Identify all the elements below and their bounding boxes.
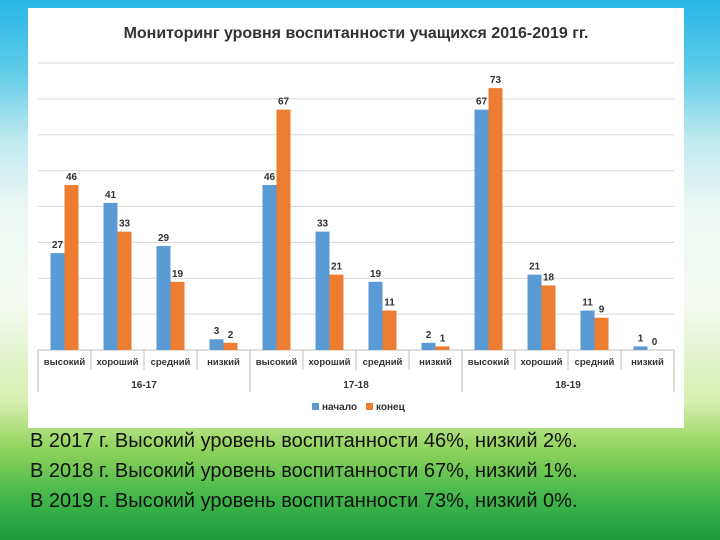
data-label: 3 — [214, 326, 220, 337]
category-label: средний — [151, 357, 191, 368]
legend-swatch-конец — [366, 403, 373, 410]
data-label: 2 — [426, 330, 432, 341]
bar-начало — [633, 346, 648, 350]
category-label: низкий — [207, 357, 240, 368]
category-label: высокий — [256, 357, 298, 368]
data-label: 18 — [543, 272, 555, 283]
category-label: хороший — [520, 357, 562, 368]
bar-конец — [435, 346, 450, 350]
category-label: высокий — [468, 357, 510, 368]
bar-конец — [541, 285, 556, 350]
category-label: хороший — [308, 357, 350, 368]
category-label: хороший — [96, 357, 138, 368]
caption-2017: В 2017 г. Высокий уровень воспитанности … — [30, 430, 578, 452]
chart-panel: Мониторинг уровня воспитанности учащихся… — [28, 8, 684, 428]
bar-начало — [315, 231, 330, 350]
data-label: 1 — [638, 333, 644, 344]
caption-2018: В 2018 г. Высокий уровень воспитанности … — [30, 460, 578, 482]
data-label: 67 — [278, 97, 290, 108]
data-label: 33 — [119, 219, 131, 230]
data-label: 73 — [490, 75, 502, 86]
bar-начало — [421, 342, 436, 350]
bar-конец — [329, 274, 344, 350]
bar-начало — [262, 184, 277, 350]
bar-конец — [170, 281, 185, 350]
bar-начало — [209, 339, 224, 350]
bar-конец — [488, 88, 503, 351]
bar-начало — [580, 310, 595, 350]
data-label: 21 — [529, 262, 541, 273]
bar-начало — [527, 274, 542, 350]
data-label: 21 — [331, 262, 343, 273]
category-label: низкий — [631, 357, 664, 368]
legend-swatch-начало — [312, 403, 319, 410]
data-label: 11 — [582, 298, 593, 309]
data-label: 11 — [384, 298, 395, 309]
bar-конец — [64, 184, 79, 350]
category-label: средний — [575, 357, 615, 368]
data-label: 1 — [440, 333, 446, 344]
legend-label: начало — [322, 402, 357, 413]
category-label: низкий — [419, 357, 452, 368]
data-label: 33 — [317, 219, 329, 230]
data-label: 46 — [264, 172, 276, 183]
bar-начало — [156, 245, 171, 350]
data-label: 29 — [158, 233, 170, 244]
bar-начало — [368, 281, 383, 350]
data-label: 67 — [476, 97, 488, 108]
group-label: 17-18 — [343, 380, 369, 391]
bar-начало — [103, 202, 118, 350]
data-label: 0 — [652, 337, 658, 348]
bar-начало — [50, 253, 65, 350]
chart-title: Мониторинг уровня воспитанности учащихся… — [123, 25, 589, 42]
data-label: 9 — [599, 305, 605, 316]
group-label: 18-19 — [555, 380, 581, 391]
bar-конец — [223, 342, 238, 350]
bar-конец — [276, 109, 291, 350]
data-label: 41 — [105, 190, 117, 201]
bar-конец — [594, 317, 609, 350]
data-label: 46 — [66, 172, 78, 183]
bar-конец — [117, 231, 132, 350]
group-label: 16-17 — [131, 380, 157, 391]
category-label: высокий — [44, 357, 86, 368]
data-label: 19 — [370, 269, 382, 280]
category-label: средний — [363, 357, 403, 368]
caption-2019: В 2019 г. Высокий уровень воспитанности … — [30, 490, 578, 512]
data-label: 2 — [228, 330, 234, 341]
data-label: 27 — [52, 240, 64, 251]
bar-начало — [474, 109, 489, 350]
bar-конец — [382, 310, 397, 350]
data-label: 19 — [172, 269, 184, 280]
legend-label: конец — [376, 402, 406, 413]
